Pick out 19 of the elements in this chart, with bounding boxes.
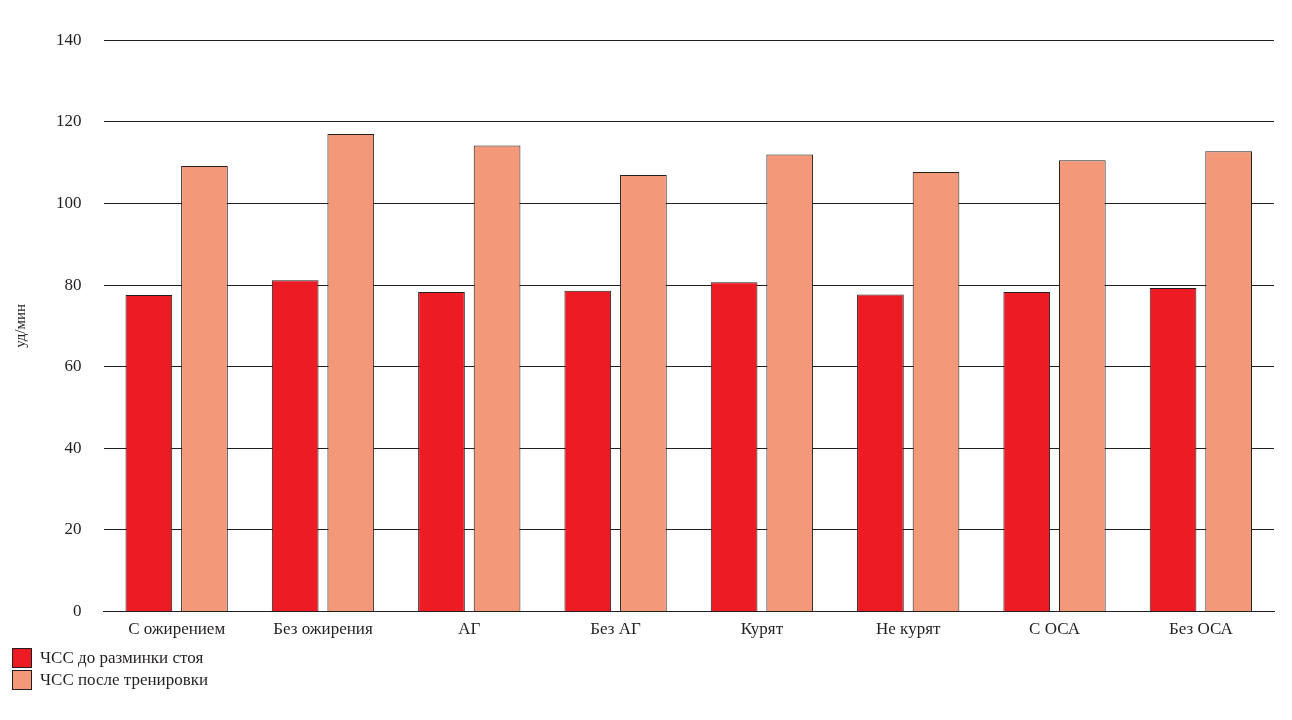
legend-label: ЧСС до разминки стоя <box>40 648 204 668</box>
x-tick-label: АГ <box>458 619 481 639</box>
y-tick-label: 0 <box>73 601 82 621</box>
y-tick-label: 140 <box>56 29 82 49</box>
x-tick-label: С ОСА <box>1029 619 1081 639</box>
y-tick-label: 120 <box>56 111 82 131</box>
legend-label: ЧСС после тренировки <box>40 670 209 690</box>
x-tick-label: Без ОСА <box>1168 619 1234 639</box>
y-tick-label: 20 <box>64 519 82 539</box>
x-tick-label: Без АГ <box>590 619 642 639</box>
y-tick-label: 80 <box>64 274 82 294</box>
x-tick-label: Без ожирения <box>273 619 373 639</box>
y-axis-title: уд/мин <box>11 303 28 348</box>
x-tick-label: С ожирением <box>128 619 226 639</box>
y-tick-label: 60 <box>64 356 82 376</box>
y-tick-label: 40 <box>64 437 82 457</box>
x-tick-label: Не курят <box>876 619 941 639</box>
y-tick-label: 100 <box>56 192 82 212</box>
x-tick-label: Курят <box>740 619 784 639</box>
